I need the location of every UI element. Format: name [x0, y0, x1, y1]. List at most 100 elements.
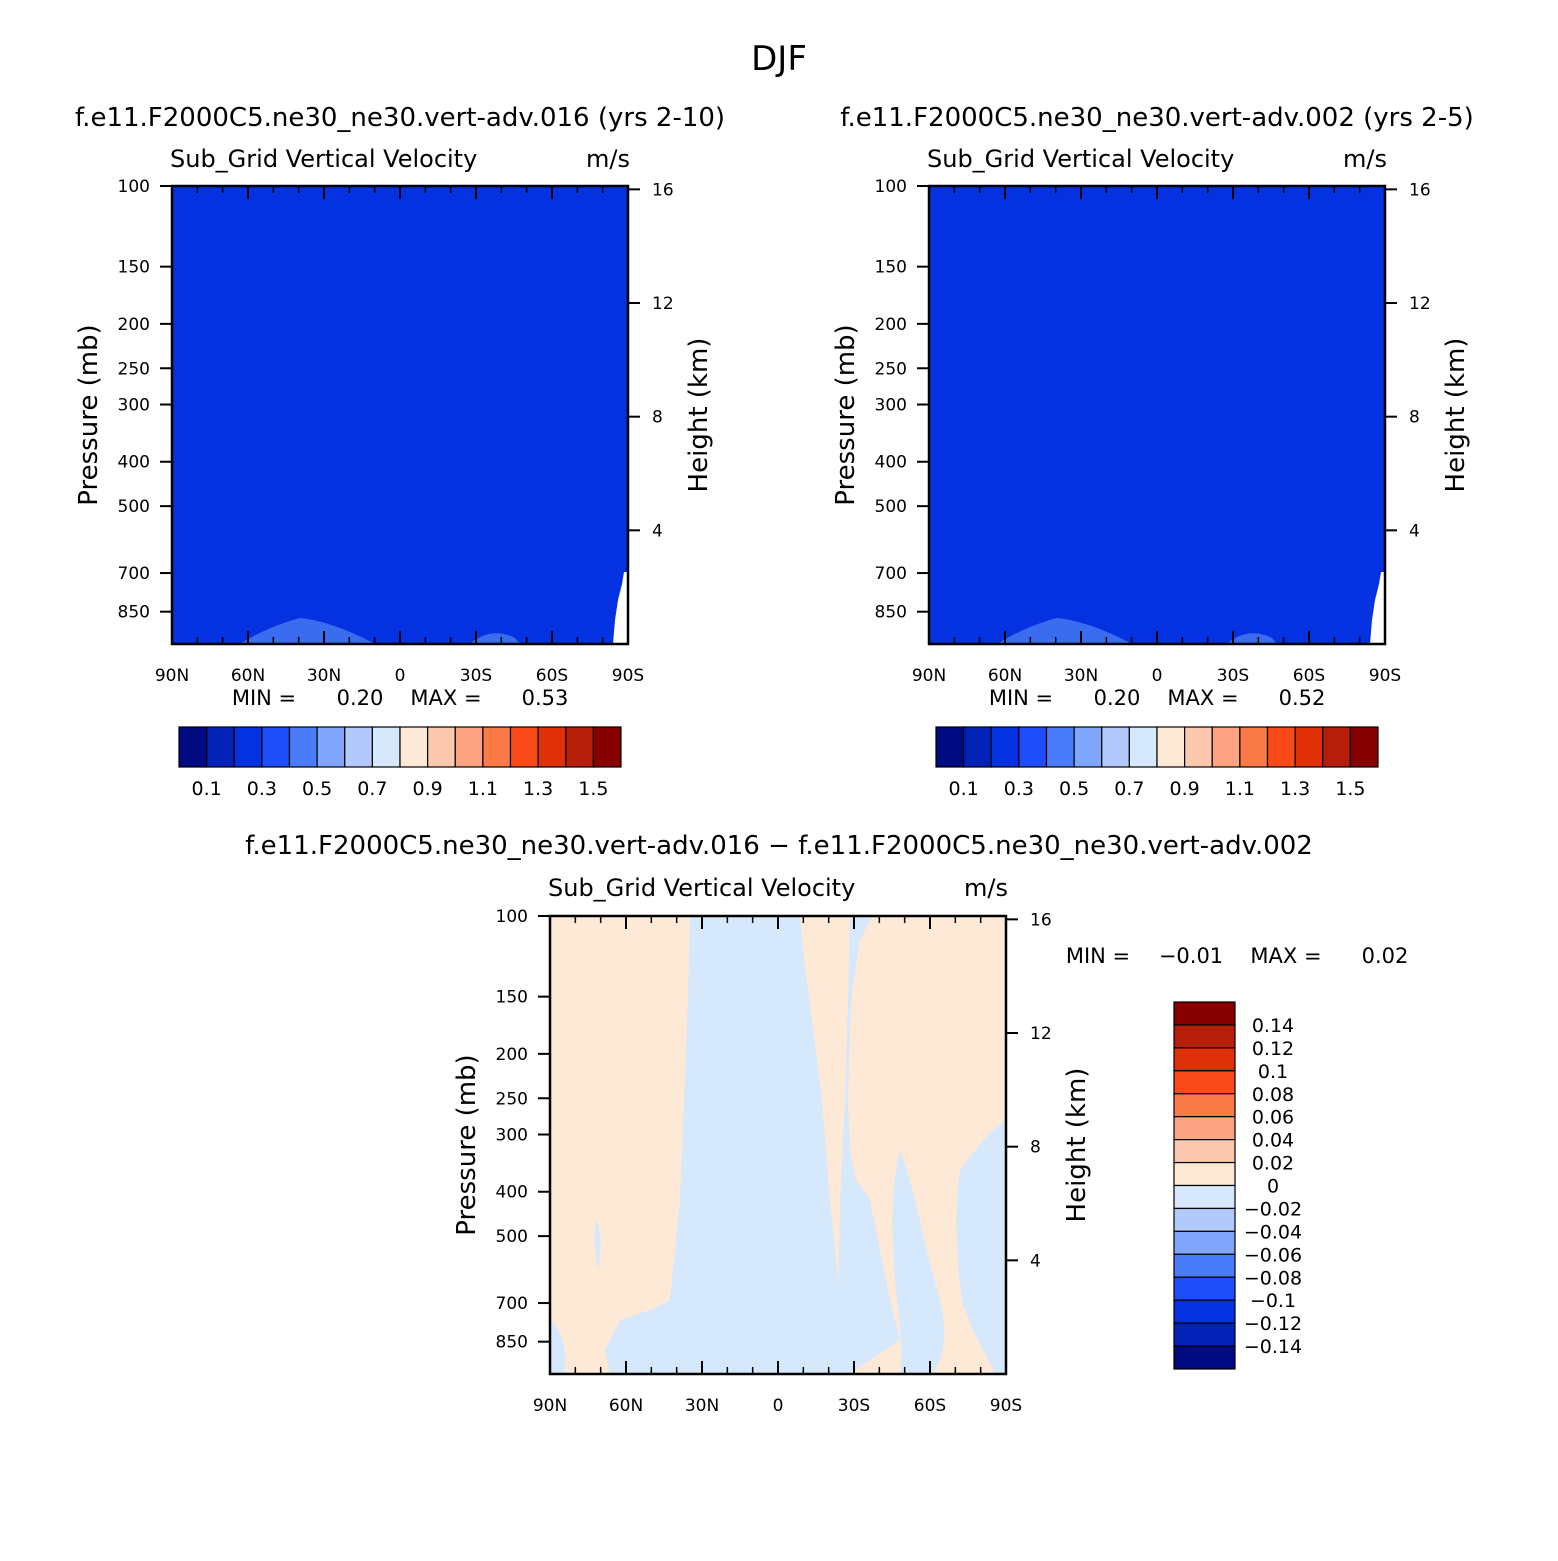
- panel-3-case-title: f.e11.F2000C5.ne30_ne30.vert-adv.016 − f…: [245, 831, 1313, 861]
- panel-1-axes: 90N 60N 30N 0 30S 60S 90S 100 150 200 250 300 400 500…: [118, 177, 674, 686]
- panel-2-case-title: f.e11.F2000C5.ne30_ne30.vert-adv.002 (yr…: [840, 103, 1474, 133]
- colorbar-swatch: [454, 726, 484, 768]
- x-tick-label: 30S: [1217, 666, 1249, 686]
- panel-3-negative-region-midlat: [892, 1150, 945, 1374]
- panel-1-ylabel: Pressure (mb): [74, 324, 104, 505]
- x-tick-label: 90N: [533, 1396, 567, 1416]
- y-tick-label: 250: [118, 359, 150, 379]
- colorbar-label: 0.5: [302, 778, 332, 800]
- y-tick-label: 700: [496, 1294, 528, 1314]
- colorbar-label: 0.7: [357, 778, 387, 800]
- colorbar-label: 1.3: [1280, 778, 1310, 800]
- y-tick-label: 200: [875, 315, 907, 335]
- x-tick-label: 30S: [838, 1396, 870, 1416]
- colorbar-label: 0.3: [1004, 778, 1034, 800]
- panel-1-units: m/s: [586, 145, 630, 173]
- panel-2: f.e11.F2000C5.ne30_ne30.vert-adv.002 (yr…: [831, 103, 1474, 800]
- height-tick-label: 12: [652, 294, 674, 314]
- colorbar-swatch: [427, 726, 456, 768]
- height-tick-label: 8: [1409, 408, 1420, 428]
- x-tick-label: 0: [773, 1396, 784, 1416]
- colorbar-label: 0.06: [1252, 1107, 1294, 1129]
- colorbar-swatch: [990, 726, 1020, 768]
- colorbar-swatch: [1173, 1024, 1236, 1049]
- colorbar-label: 0.3: [247, 778, 277, 800]
- colorbar-swatch: [1173, 1047, 1236, 1072]
- colorbar-swatch: [399, 726, 429, 768]
- colorbar-swatch: [935, 726, 965, 768]
- colorbar-label: 0.12: [1252, 1038, 1294, 1060]
- y-tick-label: 500: [875, 497, 907, 517]
- colorbar-label: 0.1: [949, 778, 979, 800]
- y-tick-label: 500: [118, 497, 150, 517]
- y-tick-label: 100: [875, 177, 907, 197]
- colorbar-swatch: [1173, 1001, 1236, 1026]
- colorbar-swatch: [344, 726, 373, 768]
- colorbar-label: 0.04: [1252, 1130, 1294, 1152]
- panel-3-variable: Sub_Grid Vertical Velocity: [548, 874, 855, 902]
- x-tick-label: 90S: [990, 1396, 1022, 1416]
- panel-1-min-label: MIN =: [232, 686, 296, 710]
- colorbar-label: 1.3: [523, 778, 553, 800]
- height-tick-label: 16: [652, 180, 674, 200]
- y-tick-label: 300: [496, 1126, 528, 1146]
- colorbar-label: 1.1: [1225, 778, 1255, 800]
- panel-2-ylabel: Pressure (mb): [831, 324, 861, 505]
- colorbar-swatch: [1322, 726, 1351, 768]
- y-tick-label: 850: [875, 603, 907, 623]
- y-tick-label: 500: [496, 1227, 528, 1247]
- y-tick-label: 150: [496, 988, 528, 1008]
- y-tick-label: 400: [875, 453, 907, 473]
- colorbar-swatch: [1156, 726, 1186, 768]
- panel-3-negative-region-south-tropics: [838, 916, 900, 1374]
- x-tick-label: 90N: [912, 666, 946, 686]
- y-tick-label: 700: [875, 564, 907, 584]
- y-tick-label: 700: [118, 564, 150, 584]
- colorbar-swatch: [1173, 1184, 1236, 1210]
- colorbar-swatch: [1173, 1070, 1236, 1095]
- x-tick-label: 60N: [231, 666, 265, 686]
- y-tick-label: 250: [496, 1089, 528, 1109]
- panel-1: f.e11.F2000C5.ne30_ne30.vert-adv.016 (yr…: [74, 103, 725, 800]
- height-tick-label: 8: [1030, 1138, 1041, 1158]
- colorbar-label: −0.12: [1244, 1313, 1302, 1335]
- x-tick-label: 30N: [1064, 666, 1098, 686]
- colorbar-swatch: [1173, 1299, 1236, 1324]
- x-tick-label: 60N: [988, 666, 1022, 686]
- panel-2-max-value: 0.52: [1279, 686, 1326, 710]
- x-tick-label: 30N: [307, 666, 341, 686]
- colorbar-swatch: [1045, 726, 1075, 768]
- panel-3-y2label: Height (km): [1062, 1068, 1092, 1223]
- colorbar-swatch: [261, 726, 291, 768]
- panel-2-y2label: Height (km): [1441, 338, 1471, 493]
- y-tick-label: 300: [875, 396, 907, 416]
- y-tick-label: 300: [118, 396, 150, 416]
- colorbar-swatch: [1184, 726, 1213, 768]
- panel-1-field: [172, 186, 628, 644]
- panel-2-field: [929, 186, 1385, 644]
- height-tick-label: 4: [652, 521, 663, 541]
- colorbar-swatch: [537, 726, 567, 768]
- colorbar-swatch: [371, 726, 401, 768]
- height-tick-label: 12: [1030, 1024, 1052, 1044]
- height-tick-label: 16: [1409, 180, 1431, 200]
- colorbar-label: 1.1: [468, 778, 498, 800]
- colorbar-swatch: [1349, 726, 1379, 768]
- y-tick-label: 100: [118, 177, 150, 197]
- height-tick-label: 12: [1409, 294, 1431, 314]
- panel-3-negative-region-polar-south: [956, 1120, 1006, 1374]
- panel-3-negative-region-central: [605, 916, 850, 1374]
- colorbar-swatch: [963, 726, 992, 768]
- y-tick-label: 400: [496, 1183, 528, 1203]
- colorbar-swatch: [1173, 1230, 1236, 1255]
- colorbar-label: 0.14: [1252, 1015, 1294, 1037]
- colorbar-label: −0.04: [1244, 1221, 1302, 1243]
- colorbar-swatch: [1173, 1093, 1236, 1118]
- x-tick-label: 30S: [460, 666, 492, 686]
- colorbar-swatch: [1173, 1161, 1236, 1187]
- colorbar-swatch: [316, 726, 346, 768]
- colorbar-label: −0.02: [1244, 1198, 1302, 1220]
- x-tick-label: 0: [395, 666, 406, 686]
- panel-2-light-region-south: [1227, 633, 1277, 644]
- y-tick-label: 400: [118, 453, 150, 473]
